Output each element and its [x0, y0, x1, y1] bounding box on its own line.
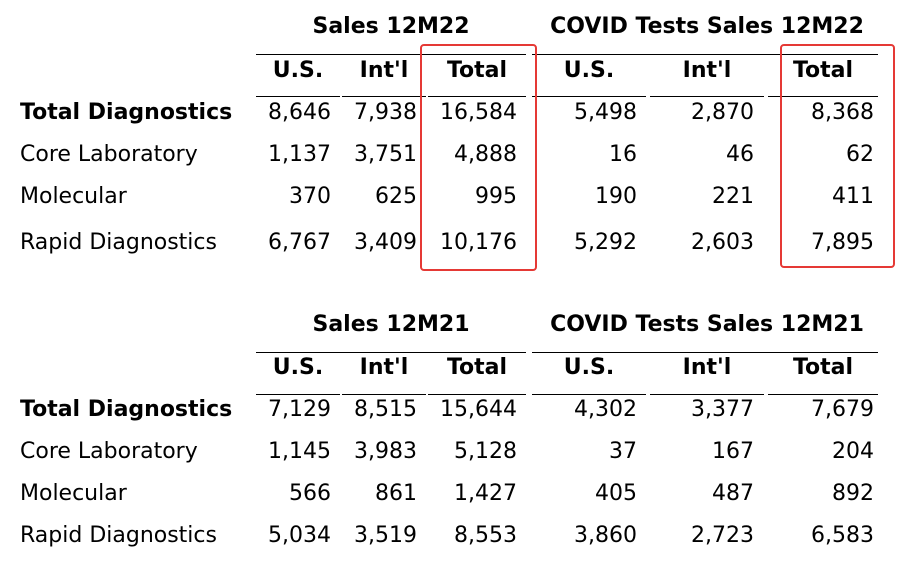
- covid-sales-12m22-header: COVID Tests Sales 12M22: [550, 14, 864, 39]
- row-label-rapid-diagnostics: Rapid Diagnostics: [20, 523, 217, 548]
- table-cell: 7,938: [354, 100, 417, 125]
- col-rule: [428, 96, 526, 97]
- table-cell: 8,515: [354, 397, 417, 422]
- col-header-intl: Int'l: [359, 58, 409, 83]
- table-cell: 1,145: [268, 439, 331, 464]
- table-cell: 3,983: [354, 439, 417, 464]
- table-cell: 411: [832, 184, 874, 209]
- table-cell: 370: [289, 184, 331, 209]
- col-rule: [650, 96, 764, 97]
- col-header-covid-total: Total: [792, 58, 854, 83]
- table-cell: 861: [375, 481, 417, 506]
- col-rule: [768, 394, 878, 395]
- table-cell: 221: [712, 184, 754, 209]
- col-header-covid-us: U.S.: [563, 58, 615, 83]
- table-cell: 5,292: [574, 230, 637, 255]
- table-cell: 10,176: [440, 230, 517, 255]
- table-cell: 4,302: [574, 397, 637, 422]
- table-cell: 6,583: [811, 523, 874, 548]
- sales-header-rule: [256, 352, 526, 353]
- col-header-covid-us: U.S.: [563, 355, 615, 380]
- highlight-box-covid-total: [780, 44, 895, 268]
- covid-sales-12m21-header: COVID Tests Sales 12M21: [550, 312, 864, 337]
- table-cell: 3,751: [354, 142, 417, 167]
- col-header-covid-total: Total: [792, 355, 854, 380]
- table-cell: 4,888: [454, 142, 517, 167]
- highlight-box-sales-total: [420, 44, 537, 271]
- table-cell: 3,519: [354, 523, 417, 548]
- col-rule: [342, 394, 426, 395]
- table-cell: 204: [832, 439, 874, 464]
- row-label-total-diagnostics: Total Diagnostics: [20, 100, 233, 125]
- col-rule: [428, 394, 526, 395]
- col-rule: [256, 394, 340, 395]
- col-header-covid-intl: Int'l: [682, 58, 732, 83]
- table-cell: 15,644: [440, 397, 517, 422]
- table-cell: 3,377: [691, 397, 754, 422]
- table-cell: 2,603: [691, 230, 754, 255]
- table-cell: 892: [832, 481, 874, 506]
- table-cell: 405: [595, 481, 637, 506]
- table-cell: 7,679: [811, 397, 874, 422]
- table-cell: 8,646: [268, 100, 331, 125]
- sales-12m22-header: Sales 12M22: [312, 14, 470, 39]
- table-cell: 16,584: [440, 100, 517, 125]
- table-cell: 625: [375, 184, 417, 209]
- table-cell: 1,137: [268, 142, 331, 167]
- col-header-intl: Int'l: [359, 355, 409, 380]
- table-cell: 5,498: [574, 100, 637, 125]
- col-header-total: Total: [446, 355, 508, 380]
- table-cell: 167: [712, 439, 754, 464]
- col-rule: [256, 96, 340, 97]
- table-cell: 5,128: [454, 439, 517, 464]
- table-cell: 566: [289, 481, 331, 506]
- table-cell: 995: [475, 184, 517, 209]
- table-cell: 3,409: [354, 230, 417, 255]
- table-cell: 37: [609, 439, 637, 464]
- covid-header-rule: [532, 352, 878, 353]
- row-label-molecular: Molecular: [20, 184, 127, 209]
- table-cell: 6,767: [268, 230, 331, 255]
- row-label-molecular: Molecular: [20, 481, 127, 506]
- table-cell: 8,553: [454, 523, 517, 548]
- col-header-us: U.S.: [272, 58, 324, 83]
- table-cell: 7,895: [811, 230, 874, 255]
- table-cell: 5,034: [268, 523, 331, 548]
- table-cell: 2,870: [691, 100, 754, 125]
- row-label-core-laboratory: Core Laboratory: [20, 142, 198, 167]
- table-cell: 2,723: [691, 523, 754, 548]
- table-cell: 7,129: [268, 397, 331, 422]
- col-header-us: U.S.: [272, 355, 324, 380]
- col-rule: [342, 96, 426, 97]
- covid-header-rule: [532, 54, 878, 55]
- col-header-covid-intl: Int'l: [682, 355, 732, 380]
- col-rule: [532, 96, 646, 97]
- table-cell: 487: [712, 481, 754, 506]
- row-label-total-diagnostics: Total Diagnostics: [20, 397, 233, 422]
- col-rule: [650, 394, 764, 395]
- table-cell: 46: [726, 142, 754, 167]
- row-label-core-laboratory: Core Laboratory: [20, 439, 198, 464]
- sales-header-rule: [256, 54, 526, 55]
- table-cell: 190: [595, 184, 637, 209]
- row-label-rapid-diagnostics: Rapid Diagnostics: [20, 230, 217, 255]
- sales-12m21-header: Sales 12M21: [312, 312, 470, 337]
- col-rule: [768, 96, 878, 97]
- table-cell: 62: [846, 142, 874, 167]
- table-cell: 16: [609, 142, 637, 167]
- table-cell: 3,860: [574, 523, 637, 548]
- table-cell: 1,427: [454, 481, 517, 506]
- col-rule: [532, 394, 646, 395]
- col-header-total: Total: [446, 58, 508, 83]
- table-cell: 8,368: [811, 100, 874, 125]
